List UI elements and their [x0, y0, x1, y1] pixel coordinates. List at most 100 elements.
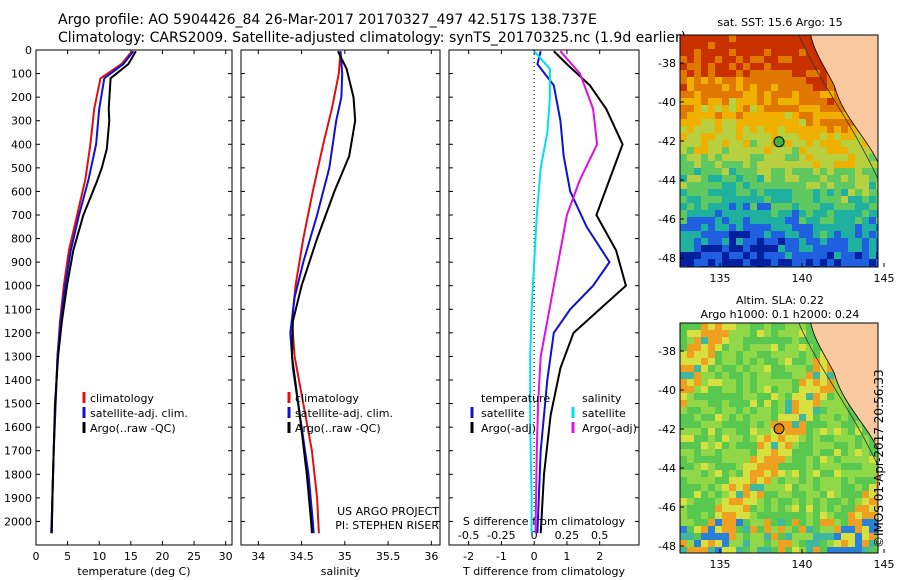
map-cell — [729, 84, 736, 91]
map-cell — [708, 463, 715, 470]
map-cell — [855, 435, 862, 442]
map-cell — [806, 351, 813, 358]
map-cell — [680, 175, 687, 182]
map-cell — [715, 393, 722, 400]
map-cell — [813, 98, 820, 105]
map-cell — [806, 498, 813, 505]
map-cell — [680, 526, 687, 533]
map-cell — [785, 540, 792, 547]
map-cell — [722, 63, 729, 70]
map-cell — [764, 365, 771, 372]
map-cell — [827, 133, 834, 140]
map-cell — [834, 126, 841, 133]
map-cell — [736, 147, 743, 154]
s-tick-label: 0.5 — [591, 529, 609, 542]
map-cell — [785, 133, 792, 140]
map-cell — [869, 161, 876, 168]
map-cell — [841, 519, 848, 526]
map-cell — [715, 119, 722, 126]
map-cell — [743, 456, 750, 463]
map-cell — [855, 449, 862, 456]
map-cell — [862, 428, 869, 435]
map-cell — [799, 189, 806, 196]
map-cell — [848, 407, 855, 414]
map-cell — [694, 63, 701, 70]
map-cell — [757, 351, 764, 358]
map-cell — [687, 119, 694, 126]
map-cell — [820, 400, 827, 407]
map-cell — [708, 526, 715, 533]
map-cell — [722, 351, 729, 358]
x-tick-label: 5 — [64, 550, 71, 563]
map-cell — [715, 224, 722, 231]
map-cell — [715, 49, 722, 56]
map-cell — [855, 245, 862, 252]
map-cell — [729, 56, 736, 63]
y-tick-label: 0 — [25, 44, 32, 57]
map-cell — [708, 477, 715, 484]
map-cell — [722, 70, 729, 77]
map-cell — [743, 470, 750, 477]
map-cell — [827, 456, 834, 463]
x-tick-label: 36 — [424, 550, 438, 563]
map-cell — [771, 372, 778, 379]
map-cell — [778, 351, 785, 358]
map-cell — [701, 393, 708, 400]
map-cell — [785, 84, 792, 91]
map-cell — [771, 49, 778, 56]
map-cell — [799, 393, 806, 400]
map-cell — [876, 519, 878, 526]
y-tick-label: 100 — [11, 68, 32, 81]
salinity-frame — [240, 49, 441, 546]
map-cell — [694, 442, 701, 449]
map-cell — [841, 112, 848, 119]
map-cell — [862, 196, 869, 203]
map-cell — [813, 484, 820, 491]
map-cell — [855, 140, 862, 147]
map-cell — [876, 161, 878, 168]
map-cell — [820, 140, 827, 147]
argo-position-marker — [773, 136, 785, 148]
map-cell — [834, 526, 841, 533]
map-cell — [778, 105, 785, 112]
map-cell — [715, 498, 722, 505]
map-cell — [743, 56, 750, 63]
map-cell — [876, 189, 878, 196]
map-cell — [722, 484, 729, 491]
map-cell — [820, 133, 827, 140]
map-cell — [876, 449, 878, 456]
map-cell — [792, 463, 799, 470]
map-cell — [750, 175, 757, 182]
map-cell — [771, 449, 778, 456]
map-cell — [743, 323, 750, 330]
map-cell — [764, 259, 771, 266]
map-cell — [743, 351, 750, 358]
map-cell — [869, 442, 876, 449]
map-cell — [841, 252, 848, 259]
map-cell — [813, 63, 820, 70]
map-cell — [750, 182, 757, 189]
map-cell — [806, 98, 813, 105]
map-cell — [834, 505, 841, 512]
map-cell — [771, 477, 778, 484]
map-cell — [750, 84, 757, 91]
map-cell — [736, 463, 743, 470]
map-cell — [876, 463, 878, 470]
map-cell — [806, 442, 813, 449]
map-cell — [869, 231, 876, 238]
s-tick-label: 0 — [531, 529, 538, 542]
map-cell — [687, 540, 694, 547]
map-cell — [736, 540, 743, 547]
legend-label: satellite-adj. clim. — [295, 407, 393, 420]
map-cell — [764, 133, 771, 140]
map-cell — [757, 498, 764, 505]
map-cell — [771, 351, 778, 358]
map-cell — [813, 540, 820, 547]
map-cell — [869, 217, 876, 224]
map-cell — [708, 358, 715, 365]
map-cell — [834, 512, 841, 519]
map-cell — [736, 182, 743, 189]
map-cell — [785, 407, 792, 414]
map-cell — [771, 196, 778, 203]
map-cell — [841, 126, 848, 133]
